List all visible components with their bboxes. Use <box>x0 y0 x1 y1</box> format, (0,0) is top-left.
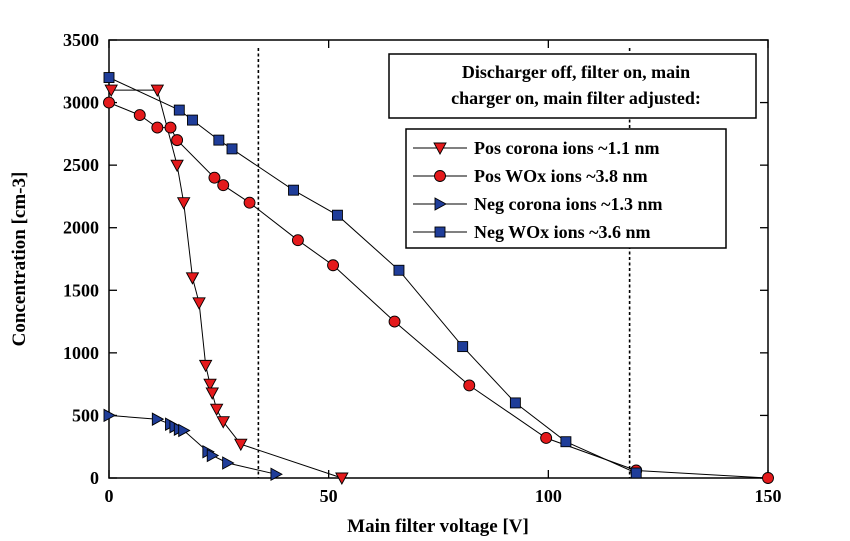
y-tick-label: 500 <box>72 405 99 425</box>
y-tick-label: 1000 <box>63 343 99 363</box>
annotation-line-1: Discharger off, filter on, main <box>462 62 690 82</box>
vertical-lines-layer <box>257 48 631 478</box>
x-tick-label: 0 <box>105 486 114 506</box>
series-4-point <box>332 209 343 221</box>
series-1-point <box>104 84 118 97</box>
series-3-point <box>270 467 283 482</box>
series-2-point <box>151 121 164 134</box>
series-2-point <box>388 315 401 328</box>
series-1 <box>104 84 349 485</box>
series-2-point <box>217 179 230 192</box>
series-4-point <box>187 114 198 126</box>
y-tick-label: 2500 <box>63 155 99 175</box>
annotation-box <box>388 53 757 119</box>
series-1-point <box>185 272 200 285</box>
series-2 <box>103 96 774 484</box>
series-1-point <box>203 378 217 392</box>
series-4-point <box>560 436 572 448</box>
x-axis-title: Main filter voltage [V] <box>347 516 529 537</box>
series-2-point <box>133 109 146 122</box>
y-tick-label: 0 <box>90 468 99 488</box>
legend-entry-4: Neg WOx ions ~3.6 nm <box>413 222 651 242</box>
series-4-point <box>173 104 185 116</box>
series-2-point <box>103 96 115 109</box>
y-tick-label: 3000 <box>63 93 99 113</box>
legend: Pos corona ions ~1.1 nm Pos WOx ions ~3.8… <box>413 138 663 242</box>
series-1-point <box>335 472 349 485</box>
series-2-point <box>171 134 184 147</box>
series-1-point <box>205 387 220 400</box>
y-tick-label: 2000 <box>63 218 99 238</box>
series-4-point <box>213 134 225 146</box>
legend-label: Neg corona ions ~1.3 nm <box>474 194 663 214</box>
legend-marker <box>434 170 446 182</box>
legend-label: Pos WOx ions ~3.8 nm <box>474 166 648 186</box>
series-3-point <box>151 412 165 426</box>
series-2-point <box>243 196 256 209</box>
legend-box <box>405 128 727 249</box>
series-1-point <box>150 84 165 97</box>
y-axis-title: Concentration [cm-3] <box>9 172 30 347</box>
legend-entry-1: Pos corona ions ~1.1 nm <box>413 138 660 158</box>
series-1-point <box>192 297 206 310</box>
series-layer <box>103 72 774 485</box>
series-2-point <box>762 472 774 484</box>
x-tick-label: 50 <box>320 486 338 506</box>
series-1-point <box>209 403 224 417</box>
y-tick-label: 1500 <box>63 280 99 300</box>
series-4 <box>103 72 642 479</box>
series-2-point <box>540 432 553 444</box>
series-2-point <box>164 121 177 134</box>
series-4-point <box>509 397 521 409</box>
y-tick-label: 3500 <box>63 30 99 50</box>
x-tick-label: 100 <box>535 486 562 506</box>
legend-label: Pos corona ions ~1.1 nm <box>474 138 660 158</box>
series-4-point <box>630 467 642 479</box>
legend-entry-2: Pos WOx ions ~3.8 nm <box>413 166 648 186</box>
legend-entry-3: Neg corona ions ~1.3 nm <box>413 194 663 214</box>
x-tick-label: 150 <box>755 486 782 506</box>
series-4-point <box>226 143 238 155</box>
series-3-point <box>206 448 220 463</box>
legend-marker <box>434 226 446 238</box>
series-line-3 <box>108 414 277 475</box>
plot-frame <box>108 39 769 479</box>
series-3-point <box>103 408 116 423</box>
series-3 <box>103 408 283 482</box>
series-1-point <box>234 438 248 452</box>
series-3-point <box>178 423 191 438</box>
series-3-point <box>222 456 235 470</box>
series-1-point <box>198 359 213 373</box>
series-4-point <box>288 184 299 196</box>
series-2-point <box>327 259 340 272</box>
series-2-point <box>208 171 221 184</box>
series-1-point <box>170 159 184 173</box>
series-1-point <box>216 416 230 429</box>
series-4-point <box>103 72 115 83</box>
legend-marker <box>433 142 447 155</box>
annotation-line-2: charger on, main filter adjusted: <box>451 88 701 108</box>
legend-marker <box>434 197 447 211</box>
series-1-point <box>176 197 191 210</box>
series-4-point <box>457 341 469 353</box>
legend-label: Neg WOx ions ~3.6 nm <box>474 222 651 242</box>
series-2-point <box>291 234 304 247</box>
series-4-point <box>393 264 405 276</box>
series-2-point <box>463 379 476 392</box>
